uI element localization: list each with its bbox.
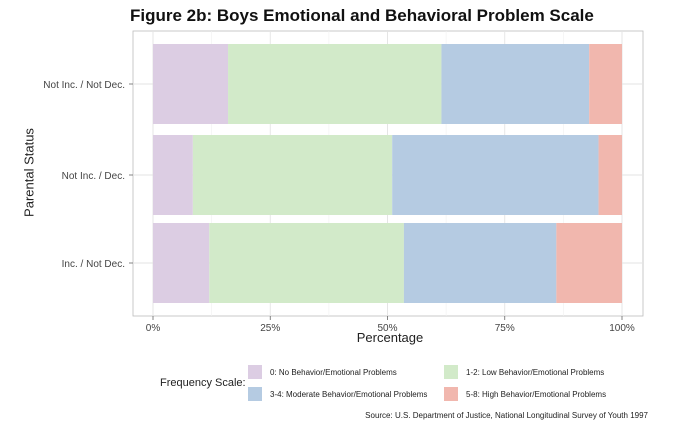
y-axis-label: Parental Status [21,128,37,217]
legend-title: Frequency Scale: [160,377,246,389]
x-tick-label: 0% [146,323,161,334]
bar-segment [153,135,193,215]
bar-segment [403,223,557,303]
x-tick-label: 75% [495,323,515,334]
bar-segment [392,135,599,215]
bar-segment [228,44,442,124]
legend-item-moderate-problems: 3-4: Moderate Behavior/Emotional Problem… [248,384,427,404]
bar-segment [589,44,622,124]
y-tick-label: Inc. / Not Dec. [62,259,125,270]
x-tick-label: 50% [377,323,397,334]
chart-title: Figure 2b: Boys Emotional and Behavioral… [130,6,594,25]
legend-label: 3-4: Moderate Behavior/Emotional Problem… [270,389,428,399]
legend-item-no-problems: 0: No Behavior/Emotional Problems [248,362,397,382]
legend-label: 1-2: Low Behavior/Emotional Problems [466,367,605,377]
legend-item-low-problems: 1-2: Low Behavior/Emotional Problems [444,362,604,382]
bar-segment [556,223,622,303]
legend-label: 5-8: High Behavior/Emotional Problems [466,389,607,399]
bar-segment [441,44,590,124]
source-note: Source: U.S. Department of Justice, Nati… [365,411,648,420]
x-tick-label: 100% [609,323,635,334]
bar-segment [153,44,229,124]
legend-item-high-problems: 5-8: High Behavior/Emotional Problems [444,384,606,404]
legend-swatch [444,387,458,401]
legend-label: 0: No Behavior/Emotional Problems [270,367,397,377]
x-tick-label: 25% [260,323,280,334]
bar-segment [192,135,393,215]
x-axis-label: Percentage [356,330,424,345]
bar-segment [209,223,404,303]
bar-segment [598,135,622,215]
legend-swatch [248,387,262,401]
y-tick-label: Not Inc. / Not Dec. [43,80,125,91]
bar-segment [153,223,210,303]
legend-swatch [248,365,262,379]
legend-swatch [444,365,458,379]
y-tick-label: Not Inc. / Dec. [62,171,125,182]
